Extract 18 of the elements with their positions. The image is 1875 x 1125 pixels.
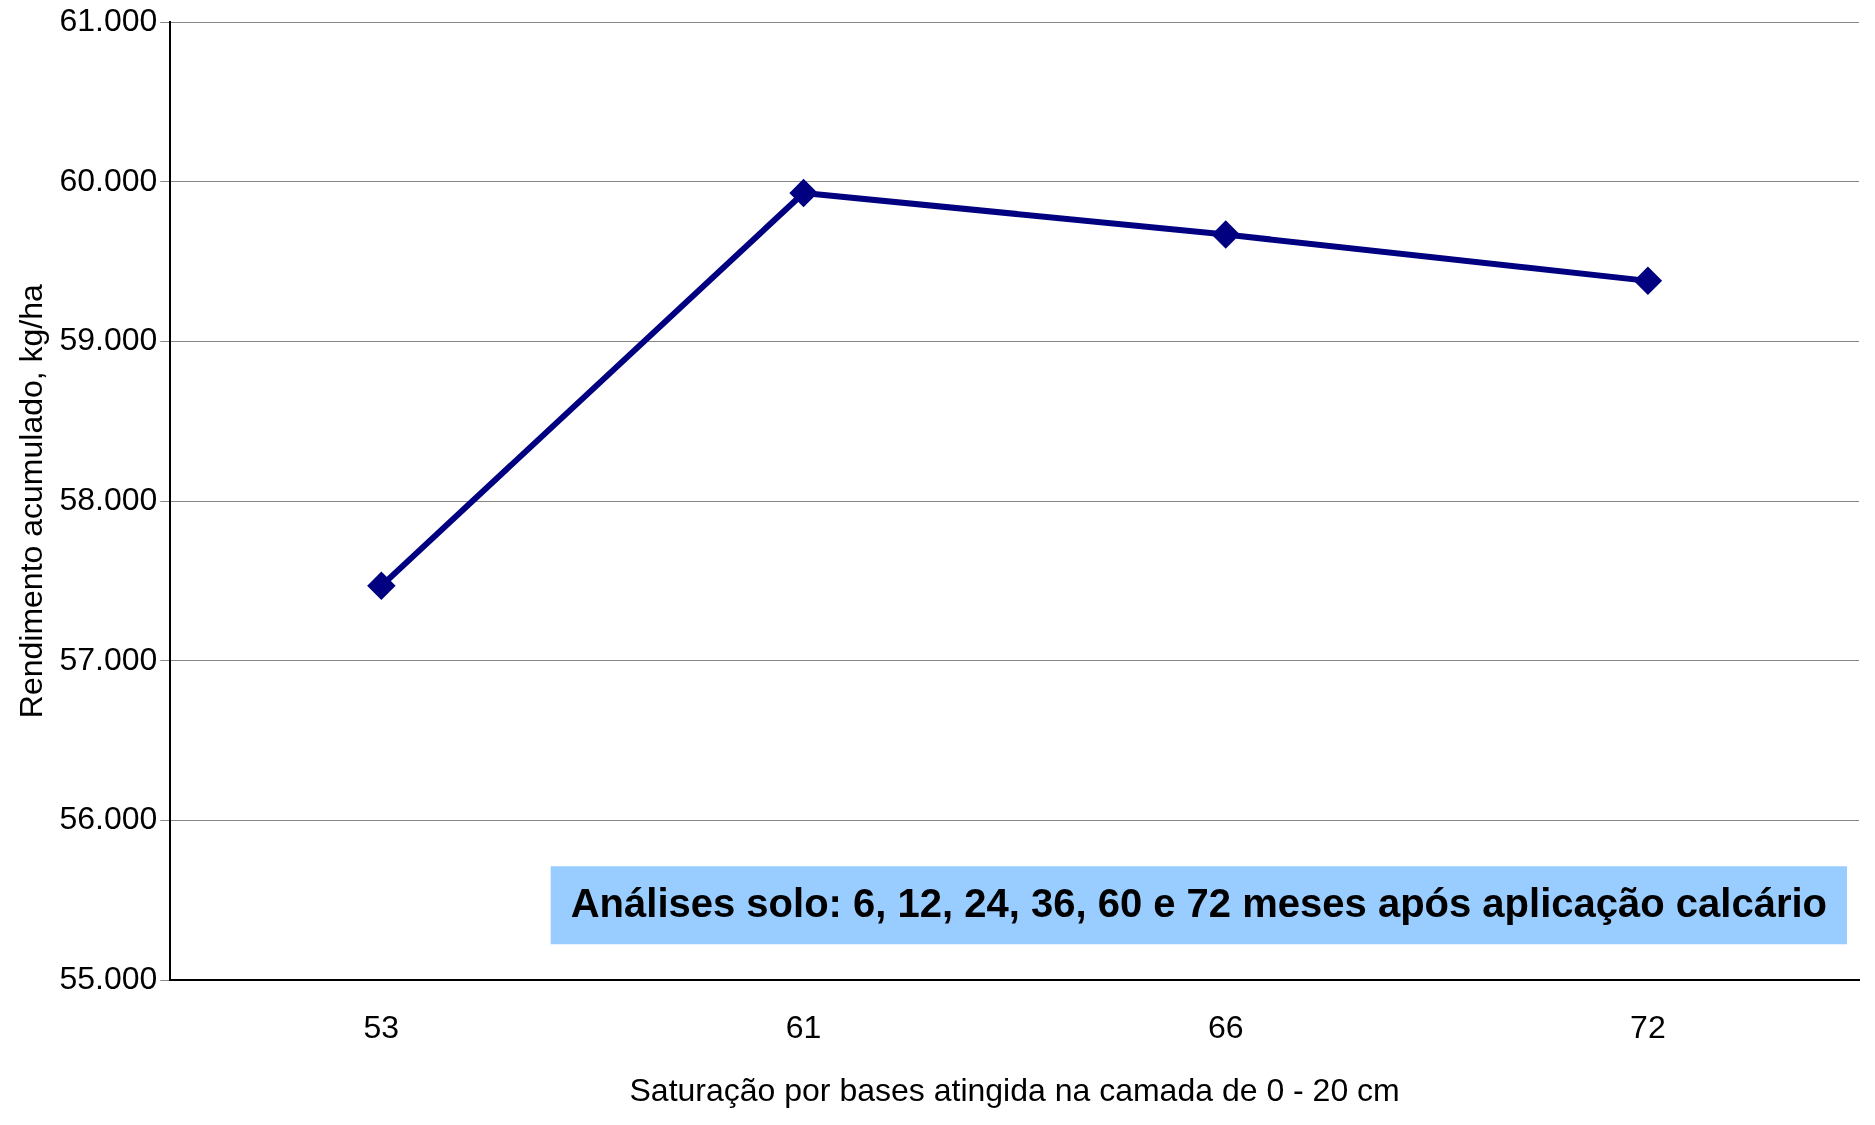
x-tick-label: 53 (363, 1009, 400, 1046)
point (368, 572, 395, 599)
y-tick-label: 58.000 (59, 481, 158, 518)
y-tick-label: 56.000 (59, 800, 158, 837)
x-axis-title: Saturação por bases atingida na camada de 0 - 20 cm (629, 1071, 1400, 1108)
point (790, 180, 817, 207)
y-tick-label: 60.000 (59, 161, 158, 198)
y-tick-label: 59.000 (59, 321, 158, 358)
annotation: Análises solo: 6, 12, 24, 36, 60 e 72 meses após aplicação calcário (570, 881, 1828, 926)
point (1634, 267, 1661, 294)
point (1212, 221, 1239, 248)
y-axis-title: Rendimento acumulado, kg/ha (13, 283, 50, 719)
x-tick-label: 66 (1207, 1009, 1244, 1046)
y-tick-label: 57.000 (59, 640, 158, 677)
y-tick-label: 55.000 (59, 960, 158, 997)
y-tick-label: 61.000 (59, 2, 158, 39)
x-tick-label: 72 (1630, 1009, 1666, 1046)
x-tick-label: 61 (785, 1009, 822, 1046)
